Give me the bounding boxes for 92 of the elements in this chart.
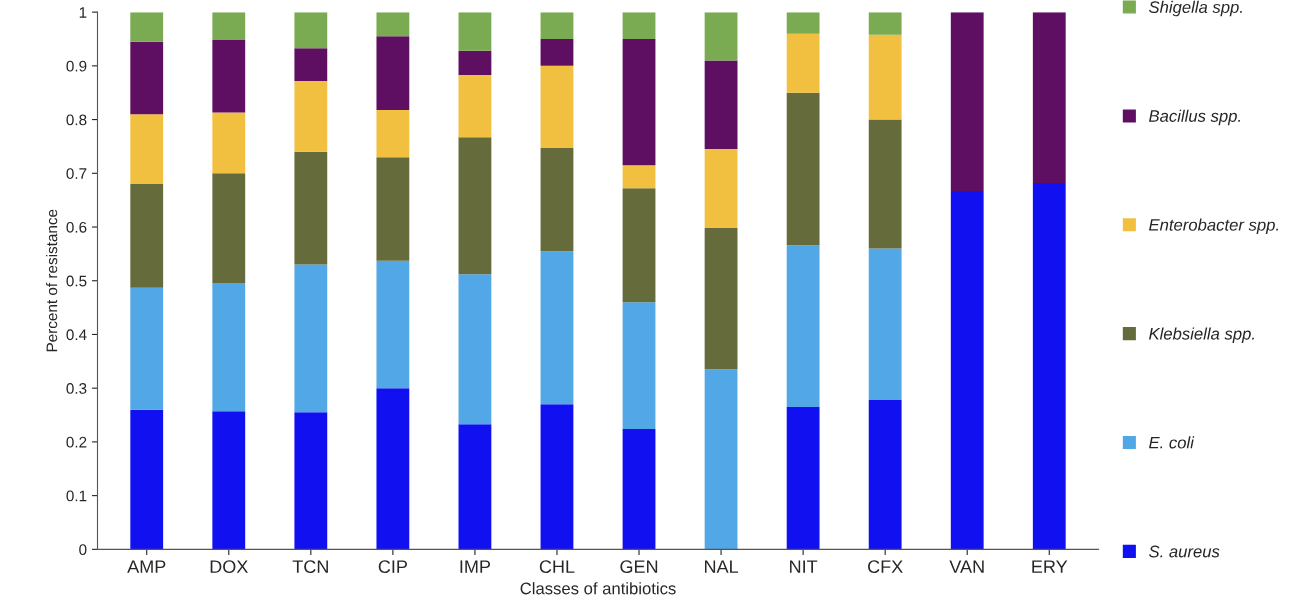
bar xyxy=(704,369,738,550)
bar xyxy=(622,12,656,39)
y-tick-label: 0.3 xyxy=(66,383,87,394)
x-tick-label: GEN xyxy=(620,560,658,574)
bar xyxy=(868,119,902,249)
bar xyxy=(458,137,492,275)
bar xyxy=(704,12,738,61)
bar xyxy=(376,109,410,158)
legend-label: Bacillus spp. xyxy=(1149,109,1241,126)
x-tick-label: NAL xyxy=(704,560,739,573)
bar xyxy=(540,12,574,39)
y-tick-label: 0.2 xyxy=(66,436,87,448)
x-tick-label: CHL xyxy=(539,560,575,574)
y-axis-title: Percent of resistance xyxy=(46,209,58,352)
y-tick-label: 0.4 xyxy=(66,329,87,341)
bar xyxy=(868,399,902,550)
bar xyxy=(130,287,164,410)
bar xyxy=(1032,12,1066,183)
x-tick-label: IMP xyxy=(460,560,491,573)
bar xyxy=(212,112,246,174)
bar xyxy=(540,404,574,550)
bar xyxy=(622,429,656,550)
bar xyxy=(294,12,328,49)
y-tick-label: 0.1 xyxy=(66,490,87,502)
x-tick-label: TCN xyxy=(292,560,328,574)
bar xyxy=(540,39,574,66)
y-tick-label: 0.5 xyxy=(66,275,87,287)
bar xyxy=(622,165,656,189)
bar xyxy=(1032,182,1066,550)
y-tick-label: 0.7 xyxy=(66,168,87,179)
bar xyxy=(868,248,902,400)
bar xyxy=(212,173,246,284)
bar xyxy=(868,12,902,35)
bar xyxy=(376,157,410,261)
bar xyxy=(458,274,492,425)
y-tick-label: 0.9 xyxy=(66,60,87,72)
bar xyxy=(540,65,574,149)
bar xyxy=(704,60,738,150)
bar xyxy=(130,114,164,185)
bar xyxy=(704,228,738,370)
bar xyxy=(458,50,492,75)
bar xyxy=(868,34,902,120)
bar xyxy=(786,92,820,246)
y-tick-label: 0.8 xyxy=(66,114,87,126)
legend-label: E. coli xyxy=(1149,436,1195,449)
y-tick-label: 0.6 xyxy=(66,221,87,233)
bar xyxy=(294,80,328,152)
x-tick-label: DOX xyxy=(210,560,248,574)
bar xyxy=(458,12,492,51)
x-tick-label: NIT xyxy=(790,560,818,573)
legend-label: Enterobacter spp. xyxy=(1149,218,1279,235)
bar xyxy=(786,406,820,550)
bar xyxy=(294,412,328,550)
bar xyxy=(376,36,410,110)
bar xyxy=(458,424,492,550)
bar xyxy=(294,264,328,413)
bar xyxy=(540,148,574,252)
bar xyxy=(130,409,164,550)
bar xyxy=(622,302,656,429)
bar xyxy=(294,48,328,81)
x-axis-title: Classes of antibiotics xyxy=(520,582,676,595)
x-tick-label: AMP xyxy=(127,560,166,573)
bar xyxy=(130,41,164,115)
bar xyxy=(376,12,410,37)
bar xyxy=(376,260,410,389)
bar xyxy=(622,39,656,166)
bar xyxy=(212,12,246,41)
bar xyxy=(786,245,820,407)
bar xyxy=(130,12,164,42)
legend-label: Klebsiella spp. xyxy=(1149,327,1254,343)
y-tick-label: 0 xyxy=(79,544,87,556)
bar xyxy=(294,151,328,265)
y-tick-label: 1 xyxy=(79,7,87,18)
bar xyxy=(130,184,164,288)
bar xyxy=(786,12,820,34)
bar xyxy=(212,40,246,113)
x-tick-label: VAN xyxy=(949,560,984,573)
bar xyxy=(212,283,246,412)
bar xyxy=(704,149,738,229)
bar xyxy=(786,33,820,93)
bar xyxy=(540,251,574,405)
x-tick-label: CIP xyxy=(378,560,407,574)
legend-label: S. aureus xyxy=(1148,545,1220,558)
bar xyxy=(458,74,492,138)
bar xyxy=(950,12,984,192)
bar xyxy=(376,388,410,550)
legend-label: Shigella spp. xyxy=(1148,0,1242,17)
x-tick-label: ERY xyxy=(1032,560,1068,573)
bar xyxy=(212,411,246,550)
bar xyxy=(622,188,656,303)
x-tick-label: CFX xyxy=(868,560,903,574)
bar xyxy=(950,191,984,550)
